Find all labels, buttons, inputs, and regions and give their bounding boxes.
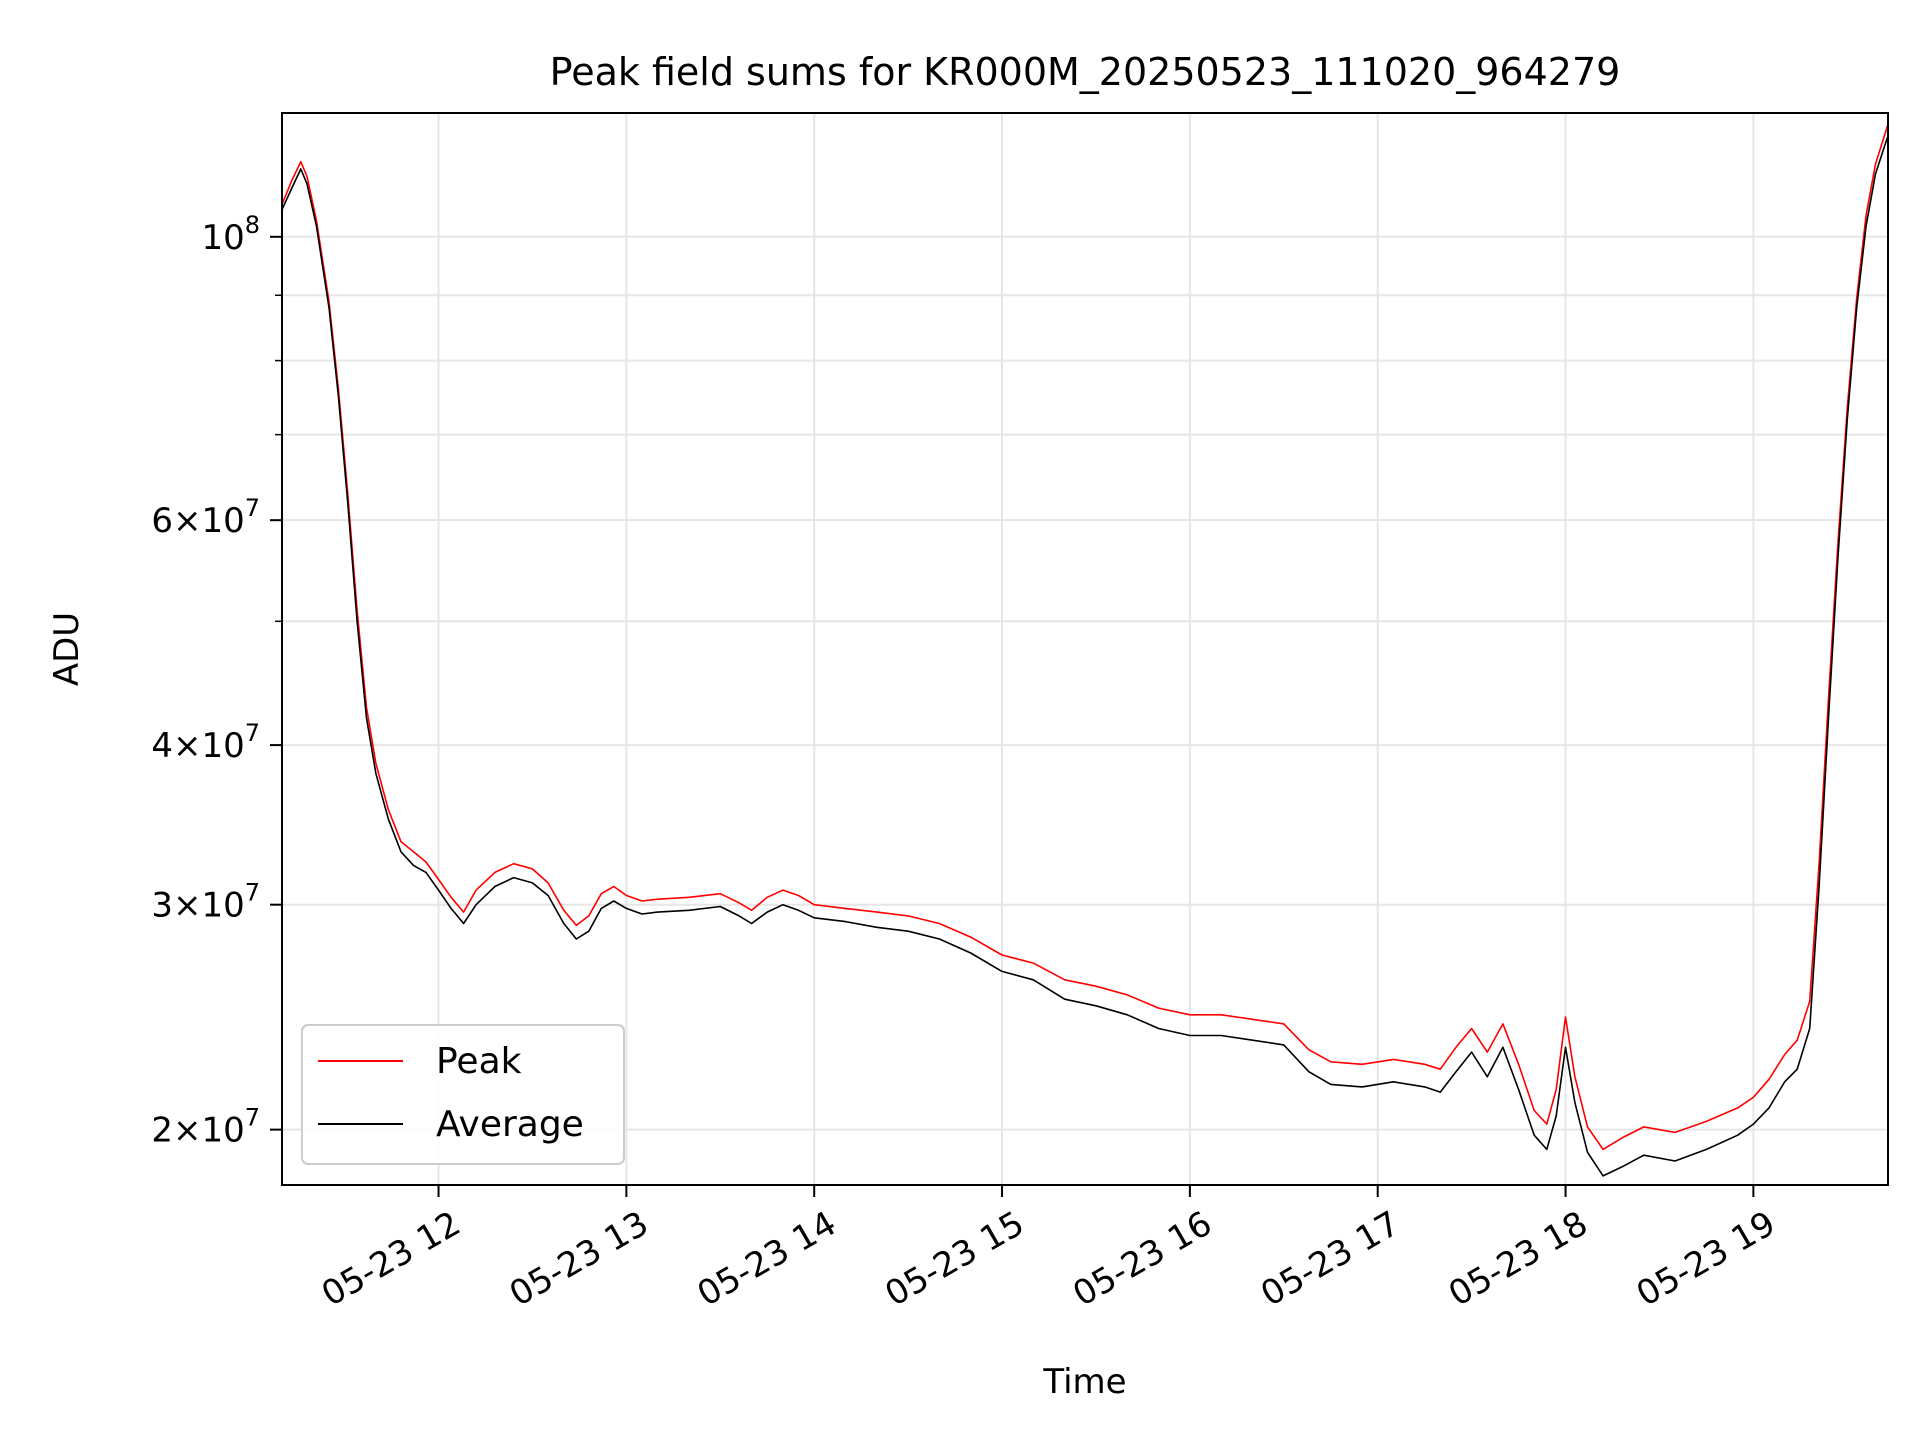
y-tick-exponent: 8 [245, 211, 260, 239]
chart-title: Peak field sums for KR000M_20250523_1110… [550, 50, 1621, 94]
y-tick-base: 10 [201, 501, 244, 541]
y-tick-exponent: 7 [245, 494, 260, 522]
y-tick-exponent: 7 [245, 719, 260, 747]
y-tick-multiplier: 3 [151, 886, 173, 926]
legend-box [301, 1024, 625, 1165]
y-tick-label: 108 [201, 211, 260, 258]
y-tick-base: 10 [201, 886, 244, 926]
y-tick-multiplier: 4 [151, 726, 173, 766]
y-tick-multiplier: 2 [151, 1111, 173, 1151]
y-tick-base: 10 [201, 1111, 244, 1151]
y-tick-base: 10 [201, 218, 244, 258]
y-tick-multiplier: 6 [151, 501, 173, 541]
y-tick-times: × [173, 886, 202, 926]
x-axis-label: Time [1042, 1362, 1126, 1402]
y-tick-exponent: 7 [245, 879, 260, 907]
legend: Peak Average [301, 1024, 625, 1165]
legend-average-label: Average [436, 1104, 584, 1145]
series-line-average [281, 135, 1889, 1177]
legend-peak-label: Peak [436, 1041, 522, 1082]
grid [282, 113, 1888, 1185]
y-tick-times: × [173, 726, 202, 766]
series-layer [281, 123, 1889, 1177]
plot-frame [281, 112, 1889, 1186]
y-tick-exponent: 7 [245, 1104, 260, 1132]
series-line-peak [281, 123, 1889, 1151]
y-tick-label: 3×107 [151, 879, 260, 926]
y-tick-base: 10 [201, 726, 244, 766]
y-tick-label: 2×107 [151, 1104, 260, 1151]
y-tick-times: × [173, 1111, 202, 1151]
y-tick-label: 4×107 [151, 719, 260, 766]
y-tick-times: × [173, 501, 202, 541]
y-tick-label: 6×107 [151, 494, 260, 541]
y-axis-label: ADU [47, 612, 87, 686]
